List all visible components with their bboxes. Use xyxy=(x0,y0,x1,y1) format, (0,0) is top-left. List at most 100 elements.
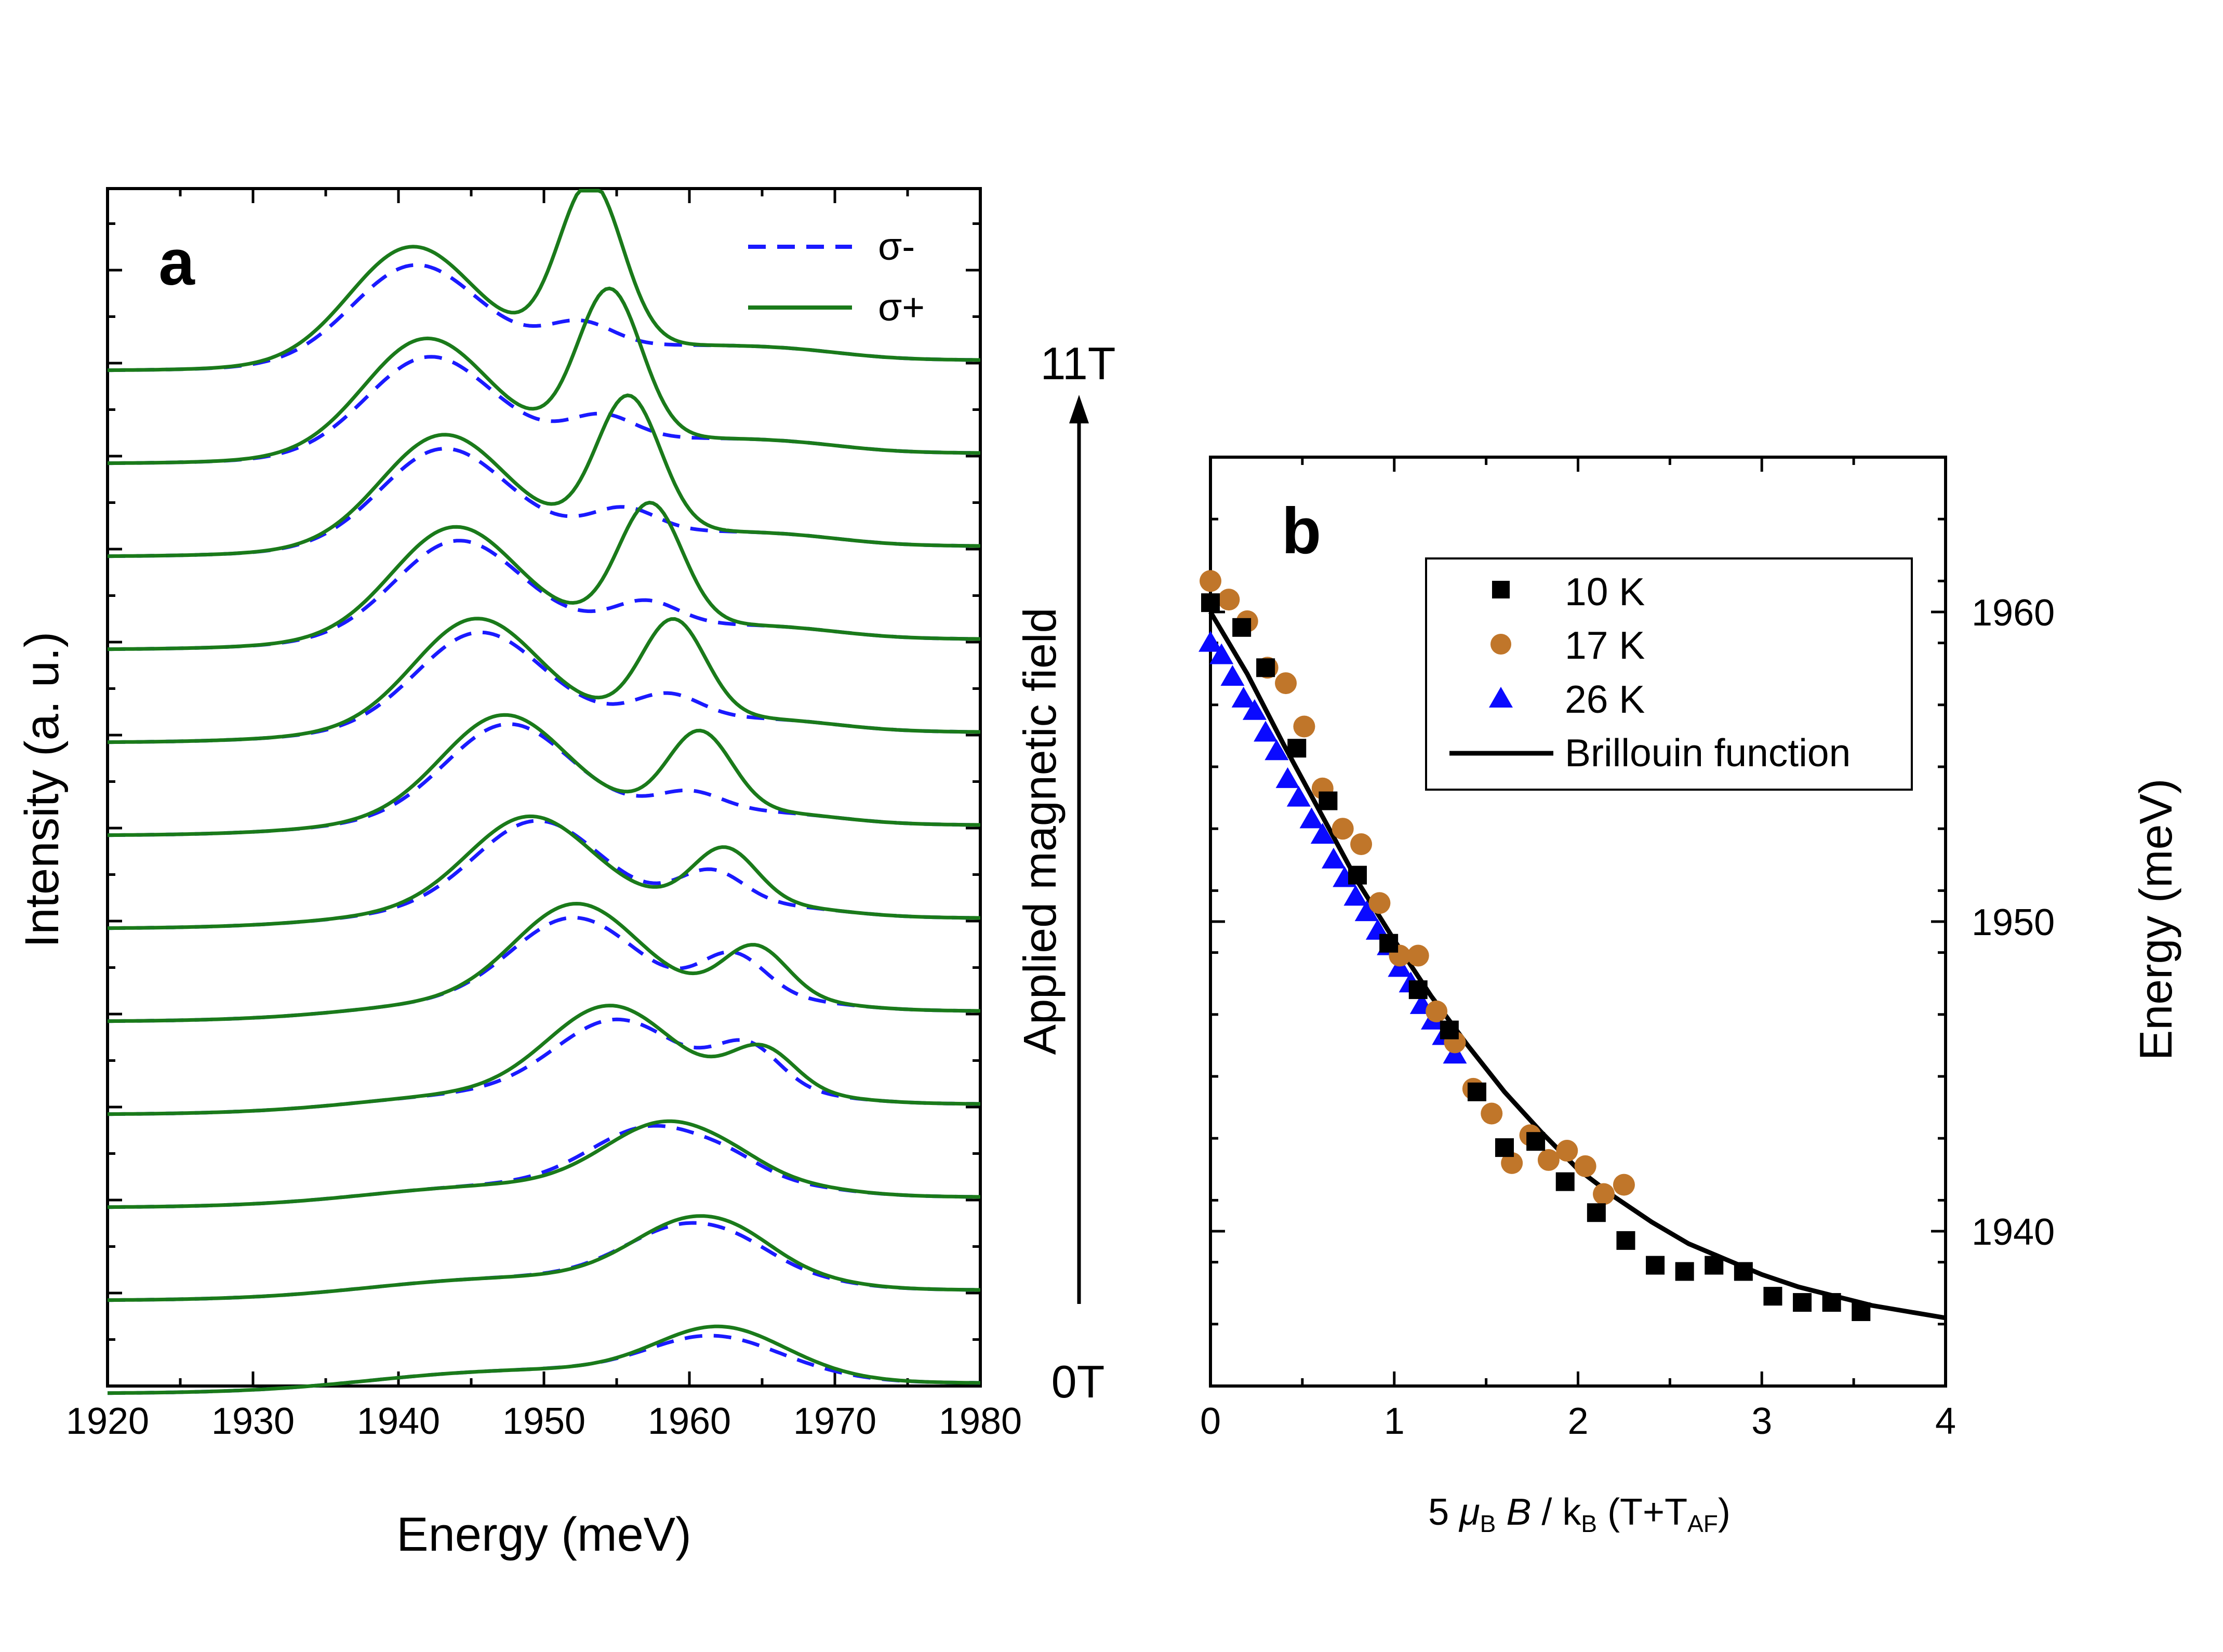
point-26K xyxy=(1286,785,1311,807)
b-x-tick-label: 0 xyxy=(1200,1401,1221,1442)
point-10K xyxy=(1852,1302,1871,1321)
panel-a-x-ticks: 1920 1930 1940 1950 1960 1970 1980 xyxy=(66,189,1022,1442)
legend-sigma-minus-label: σ- xyxy=(878,224,915,268)
panel-b-legend: 10 K 17 K 26 K Brillouin function xyxy=(1425,557,1913,791)
panel-b-label: b xyxy=(1282,495,1321,567)
field-arrow-bottom-label: 0T xyxy=(1051,1356,1105,1407)
point-17K xyxy=(1574,1155,1596,1177)
point-10K xyxy=(1734,1262,1753,1281)
panel-a-y-ticks xyxy=(108,222,980,1388)
panel-b-y-axis-title: Energy (meV) xyxy=(2130,779,2181,1061)
point-10K xyxy=(1348,865,1367,885)
point-26K xyxy=(1264,739,1289,761)
spectrum-plus-4 xyxy=(108,901,980,1023)
point-10K xyxy=(1232,618,1252,637)
a-x-tick-label: 1980 xyxy=(939,1401,1022,1442)
spectrum-plus-8 xyxy=(108,500,980,651)
legend-fit-label: Brillouin function xyxy=(1565,731,1851,775)
b-y-tick-label: 1940 xyxy=(1972,1211,2055,1253)
legend-17K-label: 17 K xyxy=(1565,623,1645,667)
point-26K xyxy=(1242,699,1267,720)
point-10K xyxy=(1526,1132,1546,1151)
point-10K xyxy=(1555,1172,1575,1191)
field-arrow-head xyxy=(1069,395,1089,423)
legend-10K-marker xyxy=(1492,581,1510,598)
panel-a-frame xyxy=(106,187,982,1388)
point-10K xyxy=(1495,1138,1514,1157)
a-x-tick-label: 1930 xyxy=(211,1401,295,1442)
legend-sigma-plus-label: σ+ xyxy=(878,285,925,329)
b-x-tick-label: 2 xyxy=(1567,1401,1588,1442)
panel-a-y-axis-title: Intensity (a. u.) xyxy=(16,632,69,948)
point-10K xyxy=(1201,593,1220,612)
point-17K xyxy=(1537,1149,1560,1171)
point-26K xyxy=(1254,721,1278,742)
spectrum-plus-5 xyxy=(108,814,980,930)
spectrum-plus-0 xyxy=(108,1324,980,1395)
point-17K xyxy=(1275,672,1297,695)
point-26K xyxy=(1231,686,1256,708)
a-x-tick-label: 1970 xyxy=(793,1401,876,1442)
field-arrow-top-label: 11T xyxy=(1040,338,1115,389)
field-arrow-title: Applied magnetic field xyxy=(1014,608,1066,1055)
point-10K xyxy=(1616,1231,1635,1250)
point-10K xyxy=(1763,1287,1782,1306)
point-17K xyxy=(1218,589,1240,611)
point-26K xyxy=(1275,767,1300,788)
panel-b: 0 1 2 3 4 1940 1950 1960 b 10 K 17 K 26 K Bril… xyxy=(1199,456,2181,1537)
spectrum-plus-11 xyxy=(108,189,980,372)
point-17K xyxy=(1200,570,1221,592)
a-x-tick-label: 1950 xyxy=(502,1401,585,1442)
b-x-tick-label: 1 xyxy=(1384,1401,1405,1442)
point-10K xyxy=(1793,1293,1812,1312)
point-17K xyxy=(1481,1102,1503,1125)
point-17K xyxy=(1556,1140,1578,1162)
panel-b-y-ticks: 1940 1950 1960 xyxy=(1210,456,2055,1388)
spectrum-plus-9 xyxy=(108,393,980,558)
panel-a-spectra xyxy=(108,189,980,1395)
a-x-tick-label: 1940 xyxy=(357,1401,440,1442)
spectrum-minus-1 xyxy=(108,1221,980,1302)
spectrum-plus-10 xyxy=(108,286,980,465)
point-17K xyxy=(1293,715,1315,738)
panel-b-points xyxy=(1199,570,1871,1321)
panel-a-x-axis-title: Energy (meV) xyxy=(396,1508,691,1561)
point-10K xyxy=(1705,1256,1724,1275)
point-10K xyxy=(1287,739,1307,758)
b-x-tick-label: 3 xyxy=(1751,1401,1772,1442)
point-10K xyxy=(1587,1203,1606,1222)
point-17K xyxy=(1613,1174,1635,1196)
point-10K xyxy=(1440,1020,1459,1040)
spectrum-minus-3 xyxy=(108,1017,980,1116)
point-10K xyxy=(1256,658,1275,677)
spectrum-plus-1 xyxy=(108,1214,980,1302)
panel-a-label: a xyxy=(158,227,195,299)
point-26K xyxy=(1220,665,1245,686)
spectrum-plus-7 xyxy=(108,617,980,744)
spectrum-plus-3 xyxy=(108,1004,980,1116)
point-17K xyxy=(1368,892,1391,914)
point-26K xyxy=(1209,643,1234,664)
point-10K xyxy=(1822,1293,1841,1312)
point-26K xyxy=(1310,823,1335,844)
point-17K xyxy=(1332,818,1354,840)
field-arrow: 11T 0T Applied magnetic field xyxy=(1014,338,1116,1407)
spectrum-minus-2 xyxy=(108,1124,980,1209)
spectrum-plus-2 xyxy=(108,1119,980,1209)
legend-17K-marker xyxy=(1490,634,1511,655)
point-26K xyxy=(1299,807,1324,829)
point-10K xyxy=(1379,934,1399,953)
panel-b-x-axis-title: 5 μB B / kB (T+TAF) xyxy=(1428,1491,1731,1537)
point-10K xyxy=(1408,980,1428,1000)
panel-a-legend: σ- σ+ xyxy=(748,224,925,329)
point-10K xyxy=(1675,1262,1694,1281)
point-26K xyxy=(1199,631,1222,652)
panel-a: 1920 1930 1940 1950 1960 1970 1980 a σ- σ+ Ene… xyxy=(16,187,1022,1561)
point-10K xyxy=(1646,1256,1665,1275)
a-x-tick-label: 1960 xyxy=(648,1401,731,1442)
panel-b-x-ticks: 0 1 2 3 4 xyxy=(1200,457,1956,1442)
point-10K xyxy=(1319,791,1338,810)
legend-26K-label: 26 K xyxy=(1565,677,1645,721)
legend-10K-label: 10 K xyxy=(1565,570,1645,614)
b-x-tick-label: 4 xyxy=(1935,1401,1956,1442)
